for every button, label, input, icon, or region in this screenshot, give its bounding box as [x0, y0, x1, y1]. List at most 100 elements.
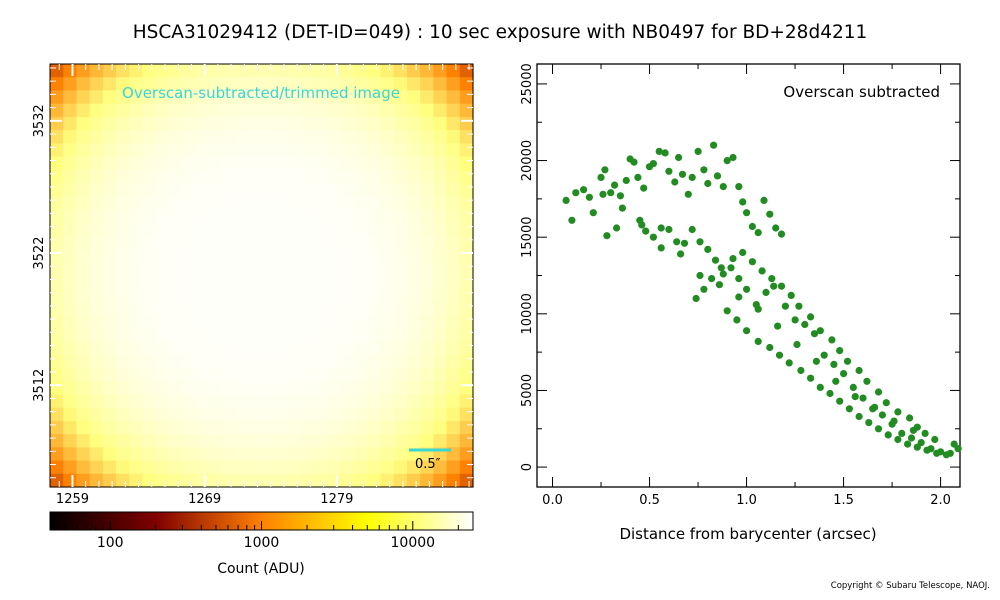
- heatmap-cell: [129, 407, 144, 422]
- heatmap-cell: [208, 447, 223, 462]
- heatmap-cell: [168, 341, 183, 356]
- heatmap-cell: [102, 143, 117, 158]
- heatmap-cell: [459, 328, 474, 343]
- heatmap-cell: [354, 235, 368, 250]
- heatmap-cell: [221, 447, 236, 462]
- image-annotation: Overscan-subtracted/trimmed image: [122, 84, 400, 102]
- heatmap-cell: [261, 262, 276, 277]
- heatmap-cell: [340, 434, 355, 448]
- heatmap-cell: [116, 64, 130, 78]
- scatter-point: [622, 176, 630, 185]
- heatmap-cell: [89, 473, 104, 488]
- heatmap-cell: [208, 407, 223, 422]
- heatmap-cell: [420, 368, 434, 382]
- heatmap-cell: [327, 407, 342, 422]
- heatmap-cell: [142, 116, 157, 131]
- scatter-point: [657, 224, 665, 232]
- heatmap-cell: [63, 328, 78, 343]
- heatmap-cell: [354, 209, 368, 224]
- heatmap-cell: [340, 222, 355, 237]
- scatter-point: [766, 210, 774, 218]
- heatmap-cell: [274, 354, 289, 369]
- heatmap-cell: [248, 434, 263, 448]
- heatmap-cell: [116, 288, 130, 303]
- heatmap-cell: [168, 328, 183, 343]
- heatmap-cell: [102, 288, 117, 303]
- heatmap-cell: [446, 130, 461, 144]
- heatmap-cell: [314, 196, 329, 211]
- scatter-point: [772, 224, 780, 232]
- heatmap-cell: [287, 90, 302, 105]
- heatmap-cell: [314, 156, 329, 171]
- heatmap-cell: [287, 182, 302, 197]
- scatter-point: [723, 157, 731, 165]
- heatmap-cell: [208, 130, 223, 144]
- heatmap-cell: [50, 209, 64, 224]
- heatmap-cell: [248, 447, 263, 462]
- heatmap-cell: [406, 434, 421, 448]
- heatmap-cell: [274, 394, 289, 409]
- heatmap-cell: [235, 407, 249, 422]
- heatmap-cell: [393, 90, 408, 105]
- scatter-point: [810, 330, 819, 338]
- heatmap-cell: [446, 116, 461, 131]
- scatter-point: [735, 293, 743, 301]
- scatter-point: [735, 183, 743, 191]
- heatmap-cell: [274, 182, 289, 197]
- heatmap-cell: [420, 143, 434, 158]
- heatmap-cell: [287, 222, 302, 237]
- heatmap-cell: [221, 407, 236, 422]
- colorbar-tick-label: 10000: [391, 535, 436, 551]
- heatmap-cell: [393, 328, 408, 343]
- heatmap-cell: [116, 235, 130, 250]
- heatmap-cell: [380, 235, 395, 250]
- heatmap-cell: [155, 64, 170, 78]
- heatmap-cell: [367, 447, 382, 462]
- scatter-point: [894, 435, 902, 444]
- heatmap-cell: [248, 473, 263, 488]
- heatmap-cell: [63, 447, 78, 462]
- scatter-point: [688, 225, 696, 234]
- heatmap-cell: [195, 447, 210, 462]
- heatmap-cell: [354, 116, 368, 131]
- scatter-point: [791, 316, 799, 324]
- heatmap-cell: [406, 262, 421, 277]
- heatmap-cell: [314, 341, 329, 356]
- heatmap-cell: [420, 235, 434, 250]
- scatter-point: [729, 153, 737, 162]
- heatmap-cell: [208, 262, 223, 277]
- heatmap-cell: [116, 434, 130, 448]
- heatmap-cell: [420, 288, 434, 303]
- heatmap-cell: [274, 209, 289, 224]
- heatmap-cell: [221, 143, 236, 158]
- heatmap-cell: [102, 275, 117, 290]
- heatmap-cell: [314, 288, 329, 303]
- heatmap-cell: [301, 420, 315, 435]
- heatmap-cell: [327, 77, 342, 92]
- heatmap-cell: [393, 156, 408, 171]
- heatmap-cell: [354, 130, 368, 144]
- heatmap-cell: [459, 249, 474, 263]
- heatmap-cell: [50, 77, 64, 92]
- heatmap-cell: [142, 235, 157, 250]
- heatmap-cell: [340, 368, 355, 382]
- heatmap-cell: [261, 447, 276, 462]
- heatmap-cell: [76, 434, 91, 448]
- heatmap-cell: [367, 354, 382, 369]
- scatter-point: [678, 170, 687, 178]
- heatmap-cell: [76, 473, 91, 488]
- heatmap-cell: [168, 156, 183, 171]
- scatter-point: [774, 322, 782, 330]
- heatmap-cell: [327, 381, 342, 396]
- heatmap-cell: [89, 288, 104, 303]
- heatmap-cell: [182, 103, 197, 118]
- heatmap-cell: [248, 262, 263, 277]
- heatmap-cell: [420, 64, 434, 78]
- heatmap-cell: [102, 368, 117, 382]
- heatmap-cell: [129, 262, 144, 277]
- scatter-point: [694, 147, 702, 155]
- heatmap-cell: [420, 209, 434, 224]
- heatmap-cell: [287, 64, 302, 78]
- heatmap-cell: [287, 275, 302, 290]
- heatmap-cell: [446, 275, 461, 290]
